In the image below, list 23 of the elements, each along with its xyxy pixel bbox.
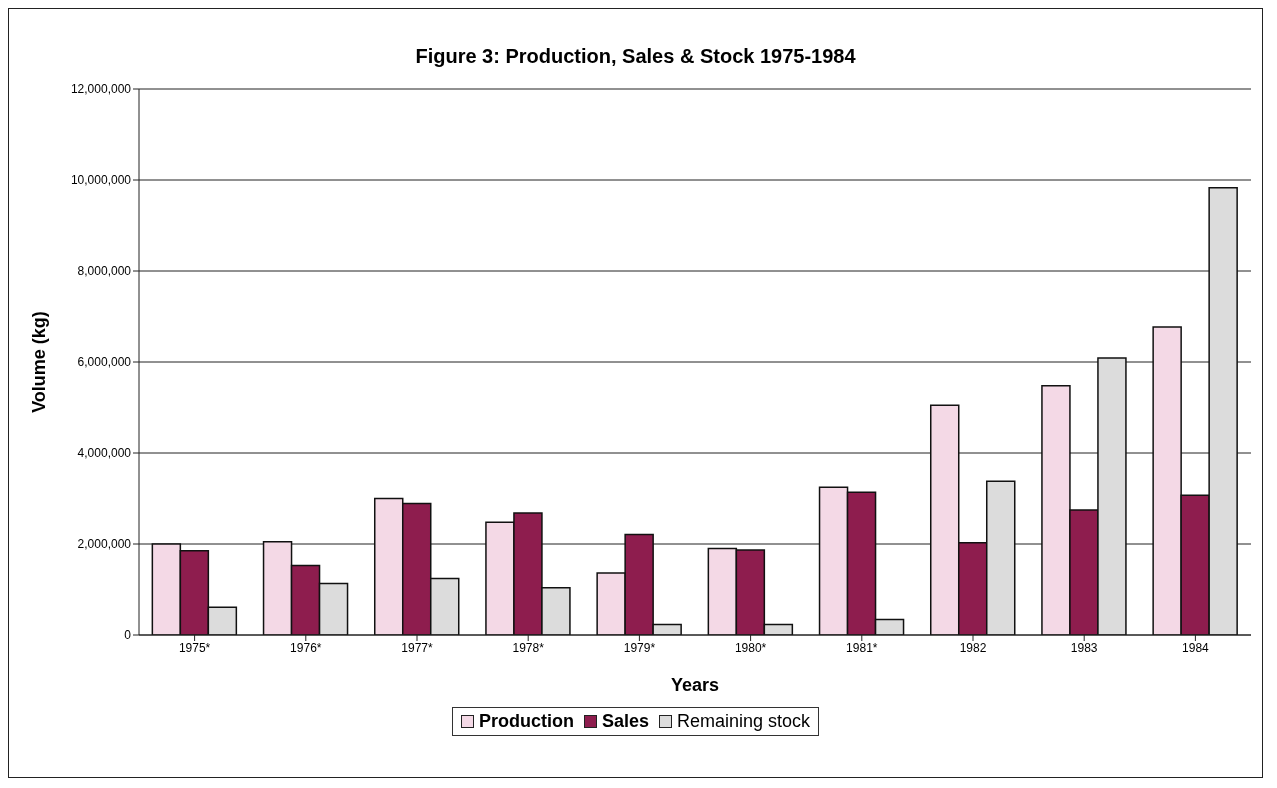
y-tick-label: 6,000,000 [77, 355, 132, 370]
x-tick-label: 1980* [734, 640, 767, 655]
chart-title: Figure 3: Production, Sales & Stock 1975-1984 [414, 45, 857, 69]
x-axis-title: Years [670, 675, 720, 695]
legend-label: Sales [601, 711, 649, 732]
x-tick-label: 1983 [1070, 640, 1098, 655]
legend-label: Production [478, 711, 574, 732]
y-tick-label: 4,000,000 [77, 446, 132, 461]
x-tick-label: 1979* [623, 640, 656, 655]
x-tick-label: 1981* [846, 640, 878, 655]
x-tick-label: 1978* [512, 640, 545, 655]
y-axis-title: Volume (kg) [29, 311, 50, 413]
y-tick-label: 12,000,000 [70, 82, 132, 97]
x-tick-label: 1977* [401, 640, 434, 655]
legend-label: Remaining stock [676, 711, 811, 732]
x-tick-label: 1984 [1182, 640, 1210, 655]
y-tick-label: 10,000,000 [70, 173, 132, 188]
x-tick-label: 1975* [178, 640, 211, 655]
x-tick-label: 1976* [290, 640, 322, 655]
y-tick-label: 8,000,000 [77, 264, 132, 279]
y-tick-label: 2,000,000 [77, 537, 132, 552]
x-tick-label: 1982 [959, 640, 987, 655]
y-tick-label: 0 [124, 628, 132, 643]
